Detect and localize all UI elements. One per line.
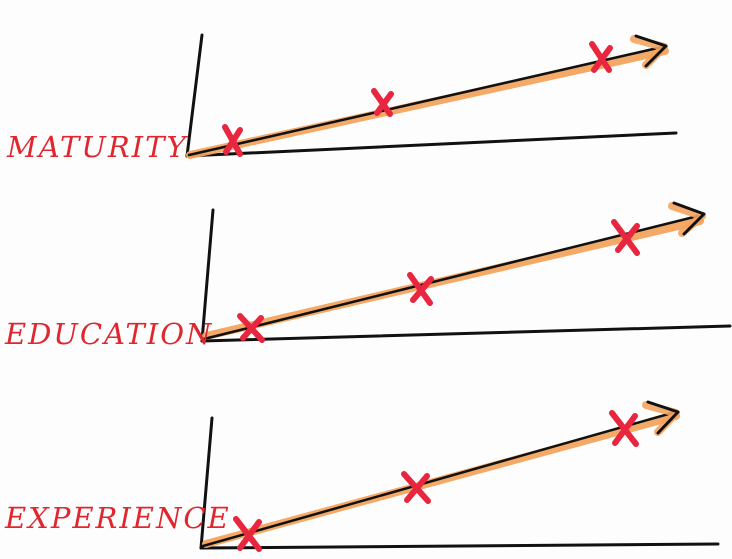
panel-experience: EXPERIENCE xyxy=(4,400,720,552)
data-mark xyxy=(222,124,243,157)
label-experience: EXPERIENCE xyxy=(4,501,231,535)
trend-line xyxy=(187,45,664,157)
trend-line xyxy=(201,411,674,548)
arrow-head xyxy=(646,400,680,435)
data-mark xyxy=(237,313,265,343)
y-axis xyxy=(200,208,215,343)
data-mark xyxy=(371,88,394,117)
data-mark xyxy=(233,516,262,552)
data-mark xyxy=(609,410,639,447)
label-education: EDUCATION xyxy=(4,317,213,351)
x-axis xyxy=(200,324,732,343)
y-axis xyxy=(185,33,204,158)
y-axis xyxy=(199,416,214,550)
data-mark xyxy=(401,471,431,504)
panel-maturity: MATURITY xyxy=(6,33,678,164)
x-axis xyxy=(185,131,678,158)
trend-line xyxy=(202,214,700,341)
arrow-head xyxy=(634,34,668,68)
arrow-head xyxy=(672,201,706,236)
x-axis xyxy=(199,542,720,550)
panel-education: EDUCATION xyxy=(4,201,732,351)
data-mark xyxy=(407,272,434,306)
data-mark xyxy=(611,219,640,256)
data-mark xyxy=(589,41,613,73)
label-maturity: MATURITY xyxy=(6,130,188,164)
